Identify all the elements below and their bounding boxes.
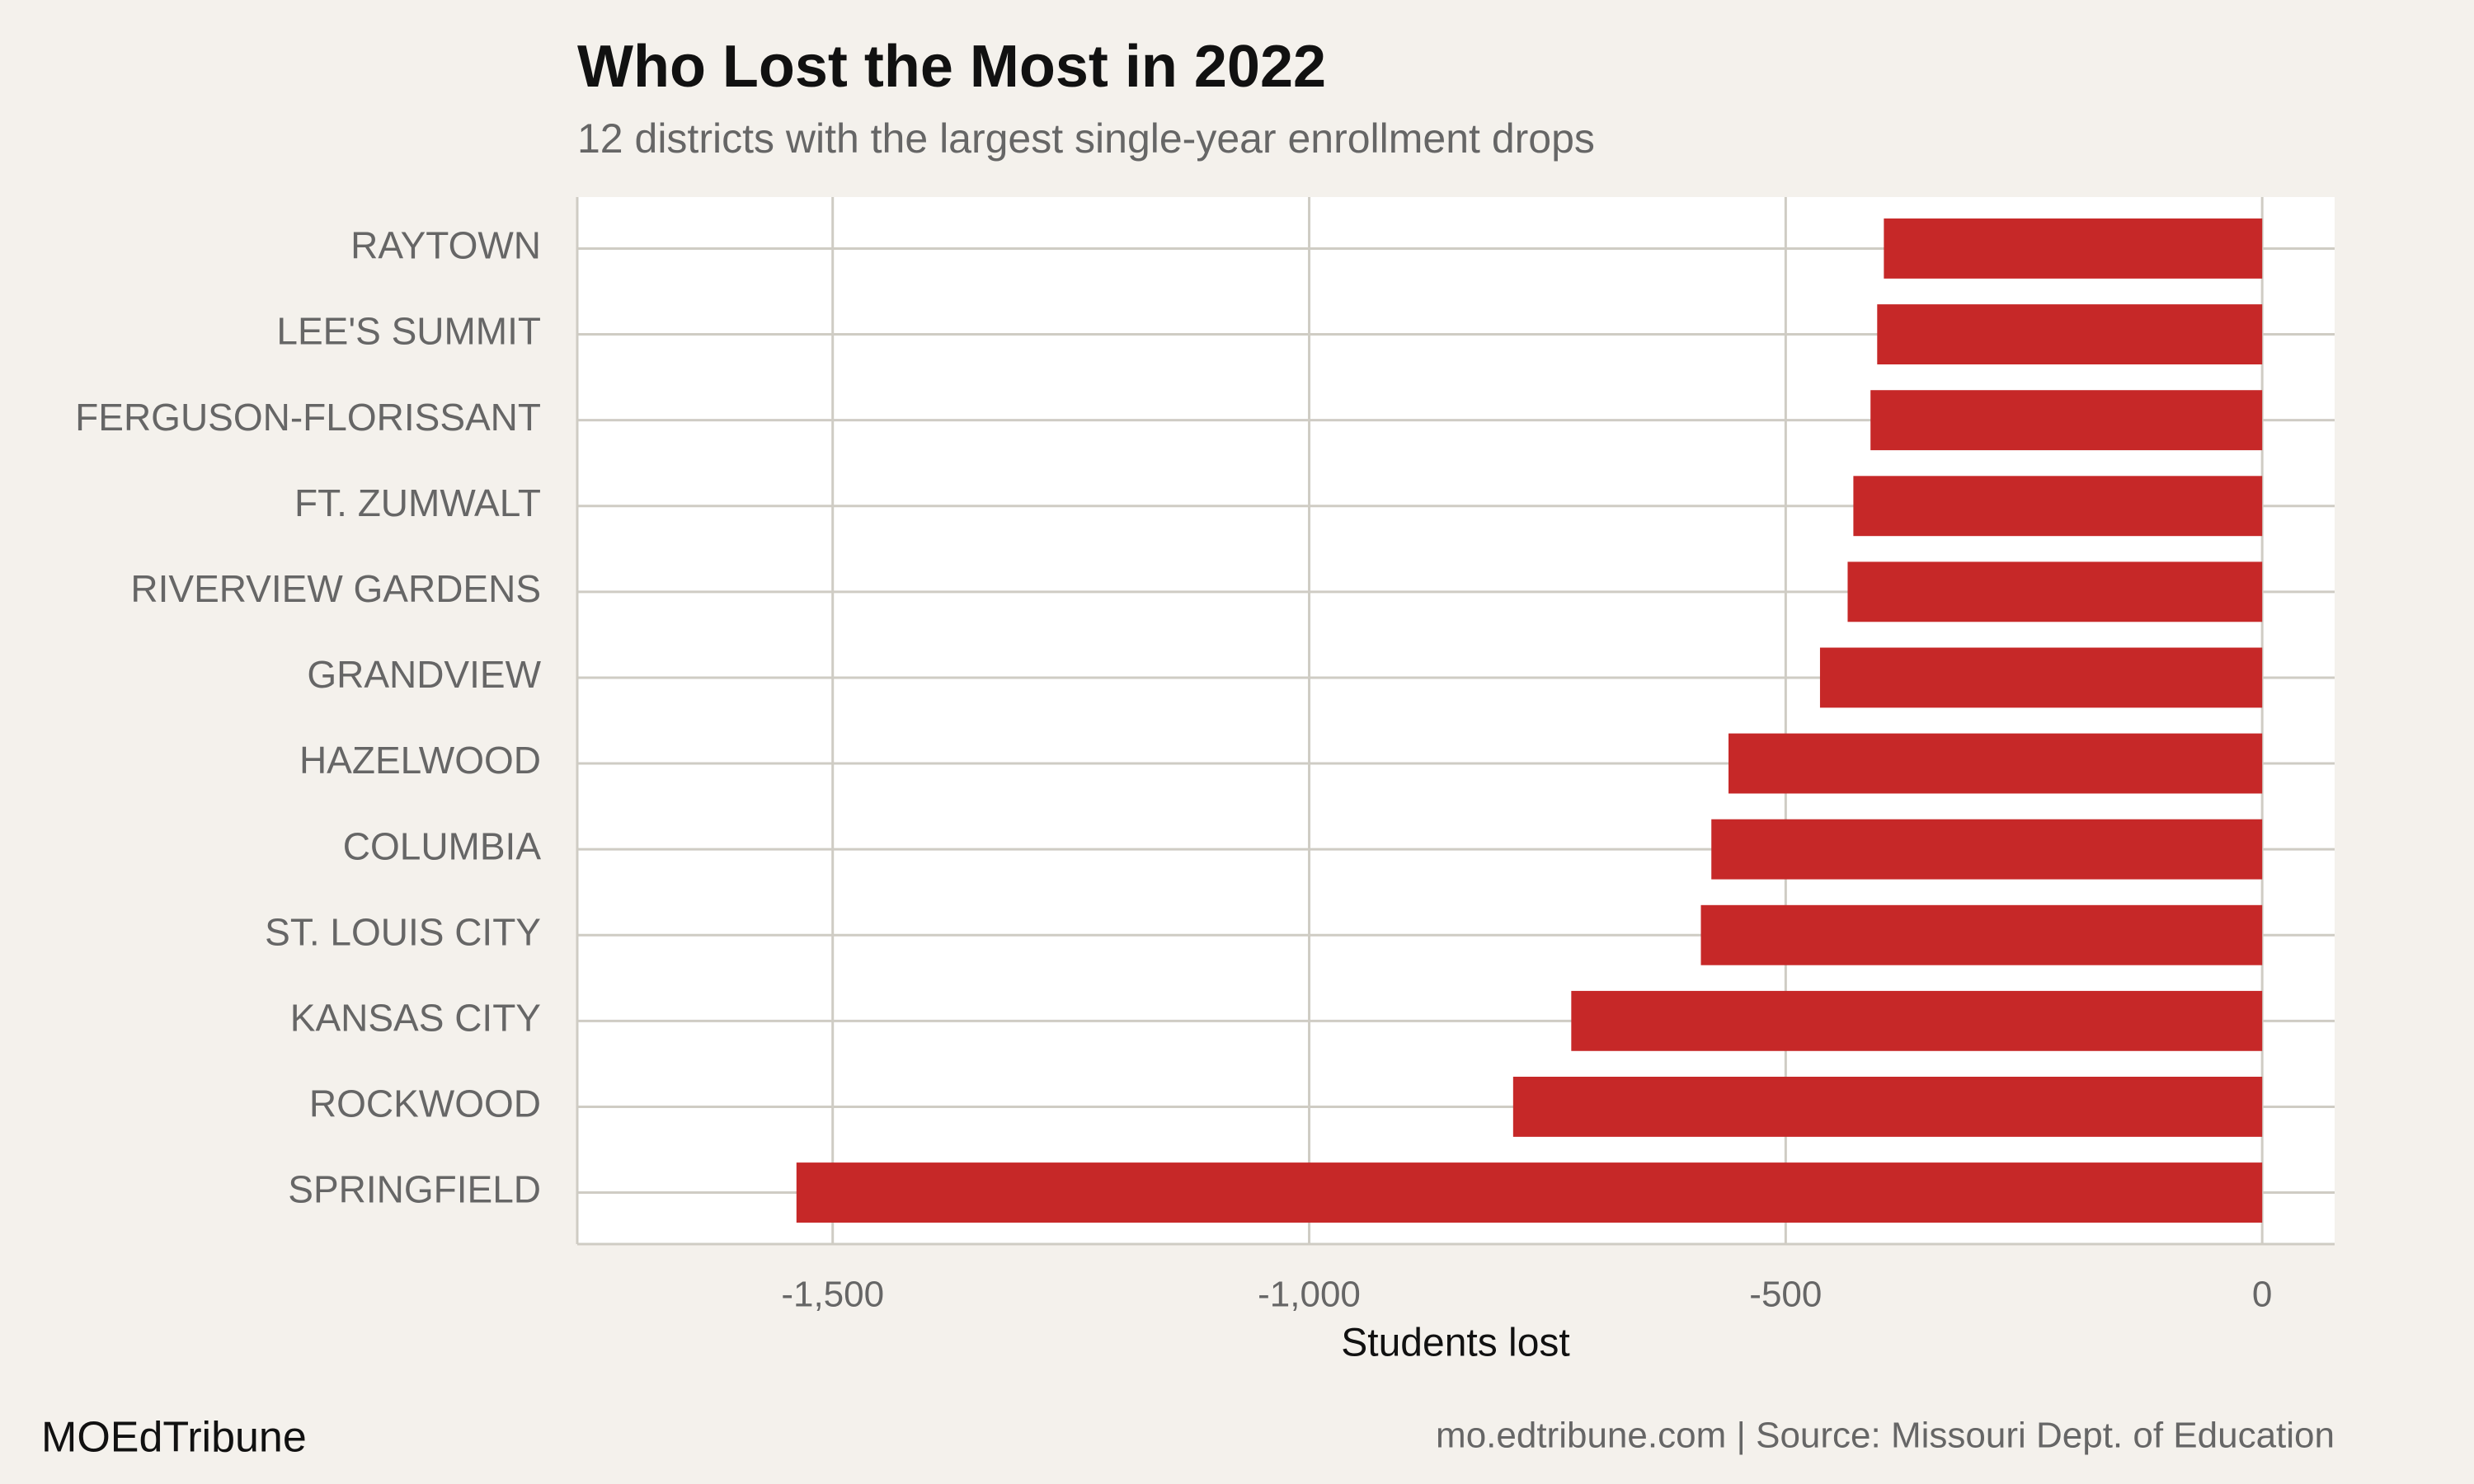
y-tick-label: LEE'S SUMMIT [276,310,541,353]
y-tick-label: ROCKWOOD [309,1082,541,1125]
y-tick-label: ST. LOUIS CITY [265,910,541,953]
y-tick-label: RAYTOWN [350,224,541,267]
bar [1819,647,2263,708]
chart-title: Who Lost the Most in 2022 [577,34,1326,100]
bar [1853,476,2263,537]
bar [1847,561,2263,622]
x-tick-label: -1,000 [1258,1275,1361,1315]
y-tick-label: SPRINGFIELD [288,1168,541,1211]
y-tick-label: GRANDVIEW [307,653,541,696]
chart-subtitle: 12 districts with the largest single-yea… [577,115,1595,162]
y-tick-label: FT. ZUMWALT [294,481,541,524]
bar [1571,990,2263,1051]
x-tick-label: -500 [1749,1275,1822,1315]
y-tick-label: HAZELWOOD [299,739,541,782]
y-tick-label: FERGUSON-FLORISSANT [75,396,541,439]
bar [1877,304,2263,364]
bar [1884,218,2263,279]
bar [1870,390,2263,451]
y-tick-label: KANSAS CITY [290,997,541,1040]
bar [1512,1077,2263,1137]
bar [1729,733,2263,794]
x-tick-label: -1,500 [781,1275,884,1315]
x-tick-label: 0 [2252,1275,2272,1315]
y-tick-label: COLUMBIA [343,824,542,867]
bar [1700,904,2263,965]
source-note: mo.edtribune.com | Source: Missouri Dept… [1436,1416,2335,1456]
x-axis-title: Students lost [1341,1322,1570,1365]
y-tick-label: RIVERVIEW GARDENS [130,567,541,610]
brand: MOEdTribune [41,1414,307,1462]
bar [1711,819,2263,880]
bar [796,1162,2263,1223]
plot-panel [577,197,2335,1244]
